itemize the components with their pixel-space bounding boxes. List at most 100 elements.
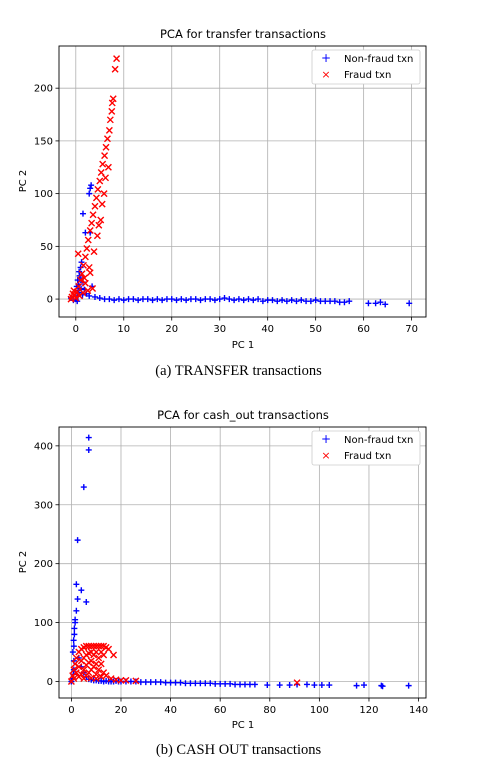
data-point-non-fraud [79,210,86,217]
scatter-points [67,434,412,690]
data-point-non-fraud [269,297,276,304]
y-tick-label: 0 [47,677,53,688]
data-point-fraud [102,672,110,680]
data-point-fraud [79,261,87,269]
data-point-non-fraud [279,297,286,304]
data-point-non-fraud [69,649,76,656]
legend-marker-non-fraud: + [321,51,331,65]
data-point-non-fraud [312,297,319,304]
data-point-fraud [72,654,80,662]
data-point-non-fraud [264,682,271,689]
x-tick-label: 120 [359,705,378,716]
data-point-non-fraud [91,293,98,300]
data-point-fraud [92,194,100,202]
data-point-non-fraud [288,297,295,304]
x-tick-label: 40 [164,705,177,716]
data-point-fraud [73,288,81,296]
data-point-fraud [122,676,130,684]
legend-marker-fraud: × [321,68,330,81]
y-tick-label: 100 [34,189,53,200]
data-point-fraud [76,292,84,300]
grid [59,46,426,317]
data-point-non-fraud [71,631,78,638]
data-point-non-fraud [276,682,283,689]
data-point-fraud [106,116,114,124]
y-axis-ticks: 0 50 100 150 200 [34,84,59,306]
data-point-fraud [87,657,95,665]
data-point-fraud [70,675,78,683]
y-tick-label: 400 [34,441,53,452]
data-point-fraud [100,651,108,659]
data-point-non-fraud [255,296,262,303]
data-point-non-fraud [85,446,92,453]
data-point-fraud [132,677,140,685]
legend-label-non-fraud: Non-fraud txn [344,435,413,446]
data-point-fraud [95,221,103,229]
x-axis-ticks: 0 20 40 60 80 100 120 140 [68,698,428,716]
data-point-fraud [83,244,91,252]
data-point-fraud [89,211,97,219]
y-tick-label: 200 [34,559,53,570]
data-point-fraud [108,107,116,115]
data-point-non-fraud [318,682,325,689]
y-tick-label: 100 [34,618,53,629]
data-point-fraud [72,669,80,677]
data-point-fraud [92,675,100,683]
data-point-non-fraud [115,296,122,303]
chart-cash-out: PCA for cash_out transactions 0 20 40 60 80 1… [18,408,428,731]
data-point-fraud [107,675,115,683]
data-point-non-fraud [341,299,348,306]
data-point-non-fraud [311,682,318,689]
data-point-non-fraud [406,300,413,307]
data-point-fraud [74,250,82,258]
data-point-non-fraud [183,297,190,304]
data-point-fraud [80,274,88,282]
x-tick-label: 100 [310,705,329,716]
data-point-fraud [75,663,83,671]
data-point-non-fraud [331,298,338,305]
legend-label-fraud: Fraud txn [344,451,391,462]
chart-title: PCA for cash_out transactions [157,408,329,422]
data-point-fraud [105,645,113,653]
data-point-non-fraud [80,484,87,491]
data-point-non-fraud [192,296,199,303]
data-point-non-fraud [377,299,384,306]
data-point-non-fraud [298,297,305,304]
data-point-non-fraud [326,682,333,689]
x-tick-label: 0 [73,324,79,335]
x-tick-label: 60 [357,324,370,335]
data-point-non-fraud [135,297,142,304]
x-tick-label: 20 [115,705,128,716]
x-tick-label: 140 [409,705,428,716]
data-point-non-fraud [106,296,113,303]
data-point-non-fraud [251,681,258,688]
data-point-non-fraud [216,296,223,303]
data-point-non-fraud [74,537,81,544]
legend-marker-non-fraud: + [321,432,331,446]
data-point-non-fraud [73,607,80,614]
data-point-non-fraud [85,434,92,441]
caption-transfer: (a) TRANSFER transactions [155,363,322,379]
data-point-non-fraud [178,296,185,303]
y-tick-label: 300 [34,500,53,511]
y-tick-label: 150 [34,136,53,147]
data-point-fraud [109,95,117,103]
data-point-non-fraud [74,596,81,603]
data-point-fraud [105,126,113,134]
data-point-non-fraud [71,625,78,632]
data-point-fraud [100,190,108,198]
x-tick-label: 60 [214,705,227,716]
data-point-non-fraud [111,297,118,304]
data-point-non-fraud [86,190,93,197]
data-point-fraud [103,135,111,143]
y-tick-label: 0 [47,295,53,306]
data-point-fraud [80,666,88,674]
data-point-non-fraud [86,292,93,299]
data-point-non-fraud [226,296,233,303]
data-point-fraud [88,219,96,227]
legend-label-non-fraud: Non-fraud txn [344,54,413,65]
data-point-fraud [113,55,121,63]
legend: + Non-fraud txn × Fraud txn [311,430,421,466]
grid [59,427,426,698]
data-point-non-fraud [149,297,156,304]
